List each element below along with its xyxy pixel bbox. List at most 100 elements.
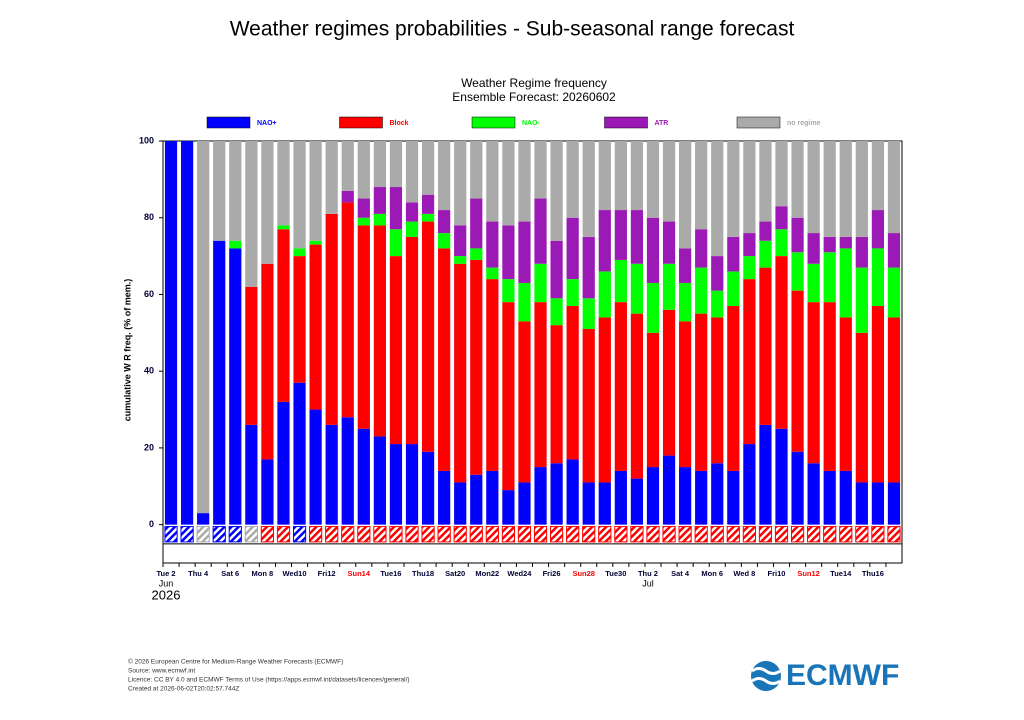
bar-segment: [486, 221, 499, 268]
bar-segment: [502, 279, 515, 303]
page-title: Weather regimes probabilities - Sub-seas…: [230, 18, 795, 41]
footer-line: Source: www.ecmwf.int: [128, 668, 195, 675]
bar-segment: [791, 451, 804, 525]
bar-segment: [213, 141, 226, 241]
logo-text: ECMWF: [786, 659, 899, 692]
bar-segment: [566, 459, 579, 525]
bar-segment: [438, 470, 451, 525]
y-tick-label: 40: [144, 366, 154, 376]
bar-segment: [373, 436, 386, 525]
regime-flag: [260, 526, 275, 543]
bar-segment: [582, 482, 595, 525]
y-tick-label: 60: [144, 289, 154, 299]
bar-segment: [421, 213, 435, 222]
regime-flag: [758, 526, 773, 543]
bar-segment: [695, 141, 708, 230]
bar-segment: [855, 332, 868, 483]
regime-flag: [373, 526, 387, 543]
bar-segment: [245, 141, 258, 287]
regime-flag: [517, 526, 532, 543]
month-label: Jul: [642, 578, 654, 588]
bar-segment: [823, 470, 836, 525]
regime-flag: [807, 526, 821, 543]
footer-line: Licence: CC BY 4.0 and ECMWF Terms of Us…: [128, 677, 410, 684]
regime-flag: [646, 526, 660, 543]
x-tick-label: Wed10: [282, 569, 306, 578]
bar-segment: [727, 271, 740, 306]
bar-segment: [389, 229, 403, 257]
regime-flag: [549, 526, 564, 543]
x-tick-label: Sat 4: [671, 569, 690, 578]
bar-segment: [405, 444, 419, 525]
bar-segment: [807, 463, 820, 525]
bar-segment: [839, 317, 852, 471]
bar-segment: [518, 282, 531, 322]
bar-segment: [518, 321, 531, 483]
bar-segment: [871, 482, 885, 525]
bar-segment: [566, 141, 579, 218]
bar-segment: [614, 141, 627, 211]
x-tick-label: Mon 6: [701, 569, 723, 578]
regime-flag: [276, 526, 291, 543]
regime-flag: [453, 526, 467, 543]
bar-segment: [759, 240, 772, 268]
bar-segment: [646, 217, 660, 283]
bar-segment: [759, 267, 772, 425]
bar-segment: [421, 221, 435, 452]
regime-flag: [325, 526, 339, 543]
bar-segment: [454, 263, 467, 483]
regime-flag: [341, 526, 355, 543]
chart-title: Weather Regime frequency: [461, 76, 607, 90]
bar-segment: [759, 424, 772, 525]
bar-segment: [341, 417, 354, 525]
bar-segment: [646, 467, 660, 525]
bar-segment: [743, 141, 756, 234]
bar-segment: [534, 302, 547, 468]
bar-segment: [293, 248, 306, 257]
x-tick-label: Sun28: [572, 569, 595, 578]
bar-segment: [582, 141, 595, 237]
bar-segment: [855, 236, 868, 268]
bar-segment: [405, 221, 419, 237]
legend-label: Block: [390, 120, 409, 127]
regime-flag: [694, 526, 708, 543]
bar-segment: [775, 206, 788, 230]
regime-flag: [790, 526, 805, 543]
bar-segment: [646, 332, 660, 468]
bar-segment: [438, 233, 451, 249]
regime-flag: [774, 526, 789, 543]
regime-flag: [309, 526, 323, 543]
bar-segment: [630, 141, 644, 211]
bar-segment: [871, 141, 885, 211]
bar-segment: [229, 141, 242, 241]
regime-flag: [437, 526, 451, 543]
y-tick-label: 20: [144, 442, 154, 452]
bar-segment: [261, 263, 274, 460]
bar-segment: [502, 225, 515, 280]
bar-segment: [823, 302, 836, 471]
y-tick-label: 0: [149, 519, 154, 529]
regime-flag: [710, 526, 724, 543]
bar-segment: [389, 141, 403, 188]
bar-segment: [630, 313, 644, 479]
bar-segment: [309, 409, 322, 525]
bar-segment: [277, 141, 290, 226]
bar-segment: [277, 401, 290, 525]
legend-swatch: [206, 116, 251, 129]
bar-segment: [470, 198, 483, 249]
bar-segment: [582, 298, 595, 329]
regime-flag: [212, 526, 226, 543]
bar-segment: [245, 286, 258, 425]
bar-segment: [662, 455, 676, 525]
bar-segment: [711, 141, 724, 257]
bar-segment: [887, 267, 901, 318]
regime-flag: [244, 526, 258, 543]
bar-segment: [807, 233, 820, 264]
bar-segment: [357, 217, 370, 226]
bar-segment: [598, 482, 611, 525]
x-tick-label: Fri10: [768, 569, 786, 578]
bar-segment: [711, 290, 724, 318]
legend-swatch: [471, 116, 516, 129]
bar-segment: [887, 141, 901, 234]
